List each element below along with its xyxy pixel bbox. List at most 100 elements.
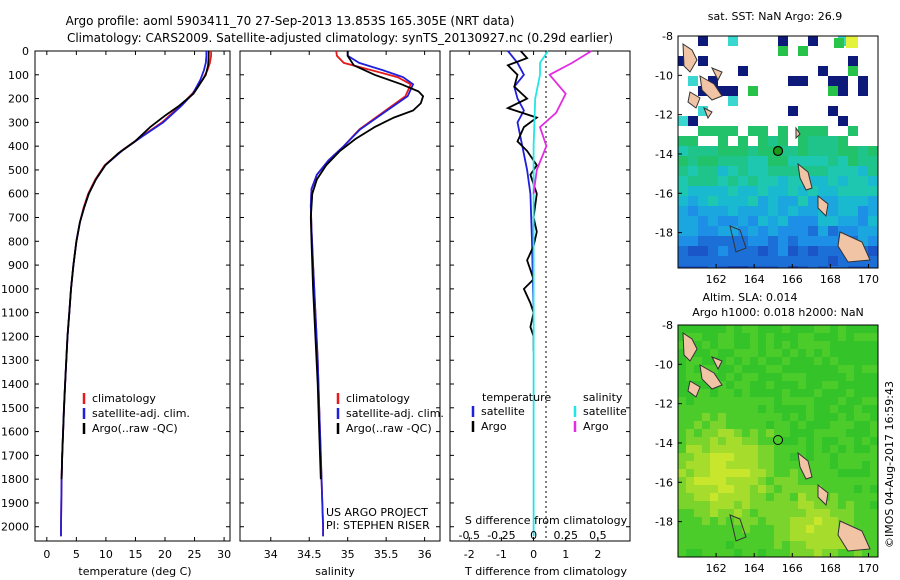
y-tick-label: 1400 bbox=[1, 378, 29, 391]
sla-cell bbox=[726, 477, 734, 485]
sla-cell bbox=[694, 365, 702, 373]
map-x-tick-label: 168 bbox=[820, 273, 841, 286]
sla-cell bbox=[694, 357, 702, 365]
sst-cell bbox=[678, 266, 688, 268]
sla-cell bbox=[782, 533, 790, 541]
sla-cell bbox=[790, 421, 798, 429]
sst-cell bbox=[798, 156, 808, 166]
sla-cell bbox=[822, 381, 830, 389]
title-line-1: Argo profile: aoml 5903411_70 27-Sep-201… bbox=[66, 14, 515, 28]
map-x-tick-label: 164 bbox=[744, 273, 765, 286]
difference-xlabel-s: S difference from climatology bbox=[465, 514, 628, 527]
sla-cell bbox=[846, 549, 854, 557]
sla-cell bbox=[694, 461, 702, 469]
sst-cell bbox=[698, 126, 708, 136]
sla-cell bbox=[814, 325, 822, 333]
sla-cell bbox=[766, 509, 774, 517]
sst-cell bbox=[818, 146, 828, 156]
sla-cell bbox=[862, 349, 870, 357]
sst-cell bbox=[708, 216, 718, 226]
difference-panel: -2 -1 0 1 2 T difference from climatology S … bbox=[449, 50, 631, 578]
sla-cell bbox=[734, 533, 742, 541]
legend-label: climatology bbox=[92, 392, 156, 405]
sla-cell bbox=[686, 533, 694, 541]
sst-cell bbox=[818, 226, 828, 236]
sst-cell bbox=[678, 136, 688, 146]
sst-cell bbox=[708, 76, 718, 86]
sla-cell bbox=[766, 493, 774, 501]
sla-cell bbox=[774, 477, 782, 485]
sla-cell bbox=[678, 389, 686, 397]
sla-cell bbox=[734, 477, 742, 485]
sla-cell bbox=[790, 381, 798, 389]
sla-cell bbox=[870, 453, 878, 461]
sla-cell bbox=[750, 341, 758, 349]
sla-cell bbox=[870, 445, 878, 453]
sla-cell bbox=[678, 421, 686, 429]
sla-cell bbox=[854, 517, 862, 525]
sst-cell bbox=[808, 176, 818, 186]
salinity-legend: climatology satellite-adj. clim. Argo(..ra… bbox=[336, 392, 444, 435]
sla-cell bbox=[830, 373, 838, 381]
sla-cell bbox=[726, 549, 734, 557]
sla-cell bbox=[742, 365, 750, 373]
sla-cell bbox=[726, 413, 734, 421]
sla-cell bbox=[838, 453, 846, 461]
sst-cell bbox=[748, 216, 758, 226]
sst-cell bbox=[868, 266, 878, 268]
sla-cell bbox=[726, 381, 734, 389]
sst-cell bbox=[708, 246, 718, 256]
sla-cell bbox=[694, 493, 702, 501]
sst-cell bbox=[848, 146, 858, 156]
sla-cell bbox=[702, 445, 710, 453]
sst-cell bbox=[688, 226, 698, 236]
sla-cell bbox=[710, 485, 718, 493]
sst-cell bbox=[778, 206, 788, 216]
sla-cell bbox=[870, 501, 878, 509]
sla-cell bbox=[702, 549, 710, 557]
sla-cell bbox=[790, 341, 798, 349]
sst-cell bbox=[768, 196, 778, 206]
sla-cell bbox=[822, 469, 830, 477]
sla-cell bbox=[862, 325, 870, 333]
sla-cell bbox=[742, 493, 750, 501]
sla-cell bbox=[774, 509, 782, 517]
sst-cell bbox=[798, 216, 808, 226]
sla-cell bbox=[830, 461, 838, 469]
sla-cell bbox=[854, 437, 862, 445]
sla-cell bbox=[686, 493, 694, 501]
sla-cell bbox=[766, 437, 774, 445]
map-x-tick-label: 168 bbox=[820, 562, 841, 575]
sst-cell bbox=[708, 156, 718, 166]
sst-cell bbox=[834, 38, 844, 48]
sla-cell bbox=[782, 469, 790, 477]
legend-label: Argo bbox=[583, 420, 609, 433]
sla-cell bbox=[726, 341, 734, 349]
sla-cell bbox=[678, 461, 686, 469]
sla-cell bbox=[702, 341, 710, 349]
sla-cell bbox=[718, 365, 726, 373]
sla-cell bbox=[686, 477, 694, 485]
sst-cell bbox=[738, 66, 748, 76]
sla-cell bbox=[790, 501, 798, 509]
sla-cell bbox=[790, 469, 798, 477]
sla-cell bbox=[702, 453, 710, 461]
sla-cell bbox=[862, 421, 870, 429]
sst-cell bbox=[778, 136, 788, 146]
salinity-plot-frame bbox=[239, 50, 441, 542]
map-y-tick-label: -14 bbox=[655, 437, 673, 450]
sla-cell bbox=[822, 541, 830, 549]
sla-cell bbox=[726, 517, 734, 525]
sla-cell bbox=[830, 325, 838, 333]
sla-cell bbox=[822, 461, 830, 469]
sla-cell bbox=[822, 357, 830, 365]
sst-cell bbox=[808, 146, 818, 156]
sla-cell bbox=[830, 493, 838, 501]
sla-cell bbox=[718, 333, 726, 341]
sst-cell bbox=[688, 186, 698, 196]
sla-cell bbox=[718, 349, 726, 357]
sla-cell bbox=[718, 445, 726, 453]
sst-cell bbox=[708, 126, 718, 136]
sst-cell bbox=[698, 106, 708, 116]
sla-cell bbox=[782, 445, 790, 453]
